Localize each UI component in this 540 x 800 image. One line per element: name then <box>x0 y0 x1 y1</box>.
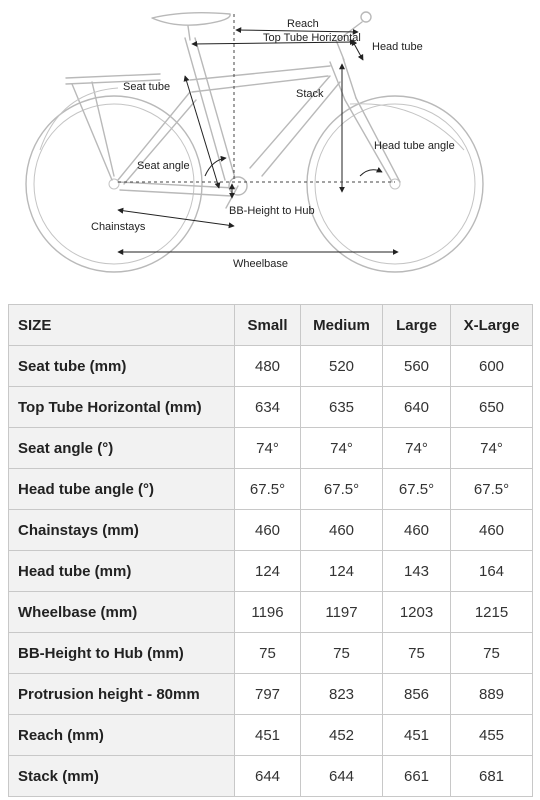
header-medium: Medium <box>300 304 383 346</box>
cell-medium: 74° <box>300 427 383 469</box>
cell-medium: 67.5° <box>300 468 383 510</box>
geometry-table: SIZE Small Medium Large X-Large Seat tub… <box>8 304 533 797</box>
label-reach: Reach <box>287 18 319 30</box>
table-row: Stack (mm) 644 644 661 681 <box>8 755 533 797</box>
table-row: Head tube angle (°) 67.5° 67.5° 67.5° 67… <box>8 468 533 510</box>
header-xlarge: X-Large <box>450 304 533 346</box>
label-bb-height: BB-Height to Hub <box>229 205 315 217</box>
label-seat-angle: Seat angle <box>137 160 190 172</box>
cell-medium: 452 <box>300 714 383 756</box>
label-chainstays: Chainstays <box>91 221 146 233</box>
cell-large: 1203 <box>382 591 451 633</box>
cell-small: 1196 <box>234 591 301 633</box>
cell-xlarge: 650 <box>450 386 533 428</box>
cell-large: 560 <box>382 345 451 387</box>
label-head-tube: Head tube <box>372 41 423 53</box>
cell-small: 74° <box>234 427 301 469</box>
cell-small: 75 <box>234 632 301 674</box>
table-row: Seat angle (°) 74° 74° 74° 74° <box>8 427 533 469</box>
table-row: Protrusion height - 80mm 797 823 856 889 <box>8 673 533 715</box>
table-header-row: SIZE Small Medium Large X-Large <box>8 304 533 346</box>
table-row: Reach (mm) 451 452 451 455 <box>8 714 533 756</box>
row-label: Chainstays (mm) <box>8 509 235 551</box>
bike-geometry-diagram: Reach Top Tube Horizontal Head tube Seat… <box>25 11 484 273</box>
cell-xlarge: 460 <box>450 509 533 551</box>
row-label: Wheelbase (mm) <box>8 591 235 633</box>
cell-xlarge: 1215 <box>450 591 533 633</box>
cell-medium: 124 <box>300 550 383 592</box>
row-label: Seat angle (°) <box>8 427 235 469</box>
label-stack: Stack <box>296 88 324 100</box>
cell-xlarge: 455 <box>450 714 533 756</box>
cell-medium: 460 <box>300 509 383 551</box>
header-large: Large <box>382 304 451 346</box>
header-small: Small <box>234 304 301 346</box>
measurement-lines <box>117 14 399 255</box>
cell-xlarge: 67.5° <box>450 468 533 510</box>
cell-small: 67.5° <box>234 468 301 510</box>
cell-medium: 520 <box>300 345 383 387</box>
cell-large: 74° <box>382 427 451 469</box>
cell-small: 124 <box>234 550 301 592</box>
cell-large: 640 <box>382 386 451 428</box>
rear-wheel <box>25 95 203 273</box>
cell-xlarge: 600 <box>450 345 533 387</box>
cell-small: 634 <box>234 386 301 428</box>
row-label: Head tube angle (°) <box>8 468 235 510</box>
cell-large: 661 <box>382 755 451 797</box>
cell-small: 460 <box>234 509 301 551</box>
cell-xlarge: 74° <box>450 427 533 469</box>
table-row: Chainstays (mm) 460 460 460 460 <box>8 509 533 551</box>
cell-large: 856 <box>382 673 451 715</box>
row-label: Protrusion height - 80mm <box>8 673 235 715</box>
cell-medium: 1197 <box>300 591 383 633</box>
label-wheelbase: Wheelbase <box>233 258 288 270</box>
table-row: Wheelbase (mm) 1196 1197 1203 1215 <box>8 591 533 633</box>
cell-small: 480 <box>234 345 301 387</box>
label-seat-tube: Seat tube <box>123 81 170 93</box>
label-head-tube-angle: Head tube angle <box>374 140 455 152</box>
table-row: BB-Height to Hub (mm) 75 75 75 75 <box>8 632 533 674</box>
row-label: BB-Height to Hub (mm) <box>8 632 235 674</box>
cell-xlarge: 164 <box>450 550 533 592</box>
table-row: Seat tube (mm) 480 520 560 600 <box>8 345 533 387</box>
cell-xlarge: 681 <box>450 755 533 797</box>
row-label: Top Tube Horizontal (mm) <box>8 386 235 428</box>
header-size: SIZE <box>8 304 235 346</box>
table-row: Top Tube Horizontal (mm) 634 635 640 650 <box>8 386 533 428</box>
cell-small: 797 <box>234 673 301 715</box>
cell-large: 460 <box>382 509 451 551</box>
cell-medium: 635 <box>300 386 383 428</box>
cell-large: 67.5° <box>382 468 451 510</box>
row-label: Seat tube (mm) <box>8 345 235 387</box>
front-wheel <box>306 95 484 273</box>
table-row: Head tube (mm) 124 124 143 164 <box>8 550 533 592</box>
cell-medium: 75 <box>300 632 383 674</box>
cell-large: 75 <box>382 632 451 674</box>
cell-small: 644 <box>234 755 301 797</box>
cell-xlarge: 75 <box>450 632 533 674</box>
cell-medium: 644 <box>300 755 383 797</box>
cell-large: 451 <box>382 714 451 756</box>
label-top-tube-horizontal: Top Tube Horizontal <box>263 32 361 44</box>
row-label: Stack (mm) <box>8 755 235 797</box>
cell-small: 451 <box>234 714 301 756</box>
cell-large: 143 <box>382 550 451 592</box>
cell-medium: 823 <box>300 673 383 715</box>
row-label: Head tube (mm) <box>8 550 235 592</box>
cell-xlarge: 889 <box>450 673 533 715</box>
row-label: Reach (mm) <box>8 714 235 756</box>
